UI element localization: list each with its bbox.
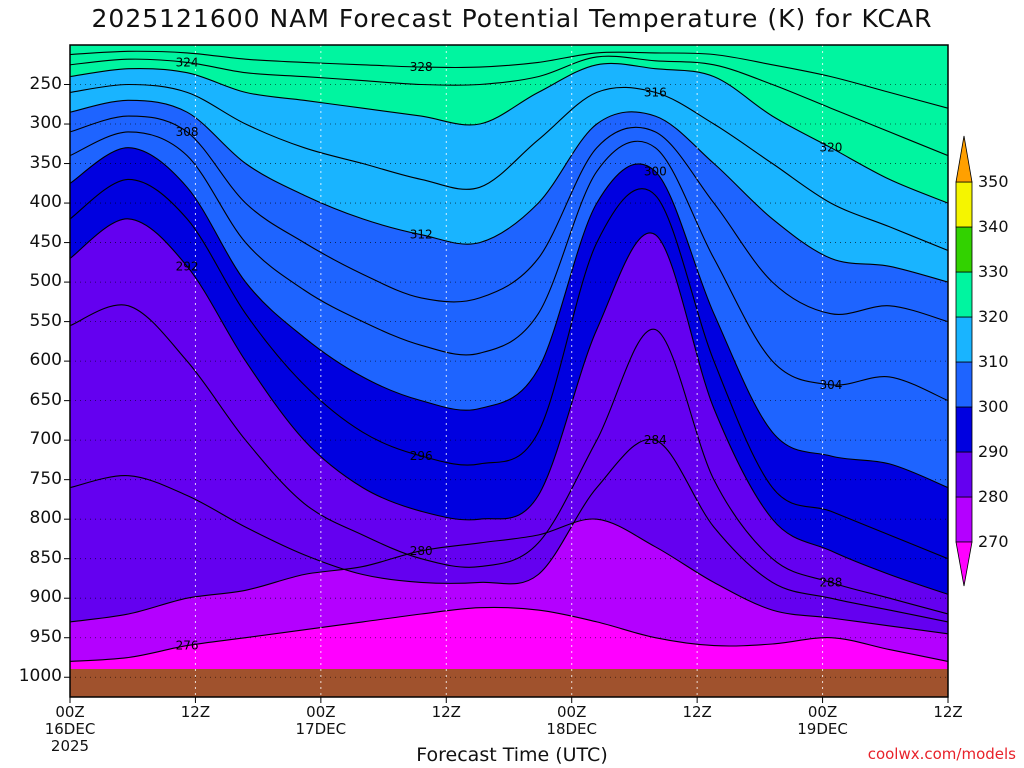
isentrope-276 [70,606,948,662]
isentrope-320 [70,62,948,204]
y-tick-label: 650 [29,389,62,410]
colorbar-segment [955,406,973,453]
x-tick-label: 00Z 18DEC [546,703,597,738]
y-tick-label: 900 [29,587,62,608]
colorbar-segment [955,496,973,543]
x-tick-label: 00Z 17DEC [295,703,347,738]
band-above-328 [70,45,948,109]
ground-surface [70,669,948,697]
axis-ticks [64,84,949,703]
contour-label-316: 316 [644,85,667,99]
y-tick-label: 750 [29,468,62,489]
y-tick-label: 250 [29,73,62,94]
isentrope-316 [70,83,948,252]
contour-labels: 276 280 284 288 292 296 300 304 308 312 316 320 324 3… [176,55,843,652]
contour-label-296: 296 [410,449,433,463]
y-tick-label: 500 [29,271,62,292]
band-above-324 [70,45,948,156]
colorbar-tick-label: 280 [978,487,1009,506]
isentrope-288 [70,304,948,615]
contour-label-292: 292 [176,259,199,273]
contour-label-312: 312 [410,228,433,242]
contour-label-280: 280 [410,544,433,558]
plot-frame [69,44,949,698]
colorbar-tick-label: 310 [978,352,1009,371]
isentrope-300 [70,147,948,489]
y-tick-label: 850 [29,547,62,568]
grid-lines [70,45,948,697]
x-tick-label: 12Z [431,703,461,721]
isentrope-312 [70,99,948,283]
colorbar-segment [955,271,973,318]
contour-label-320: 320 [819,141,842,155]
colorbar [955,135,973,587]
x-tick-label: 00Z 19DEC [797,703,848,738]
contour-label-308: 308 [176,125,199,139]
contour-label-276: 276 [176,639,199,653]
colorbar-tick-label: 340 [978,217,1009,236]
isentrope-284 [70,438,948,623]
isentrope-324 [70,55,948,157]
isentrope-lines [70,50,948,662]
x-tick-label: 12Z [180,703,211,721]
y-tick-label: 300 [29,113,62,134]
colorbar-tick-label: 350 [978,172,1009,191]
x-tick-label: 12Z [933,703,963,721]
band-above-320 [70,45,948,204]
colorbar-tick-label: 320 [978,307,1009,326]
x-tick-label: 12Z [682,703,712,721]
colorbar-tick-label: 270 [978,532,1009,551]
isentrope-304 [70,131,948,402]
colorbar-segment [955,451,973,498]
y-tick-label: 350 [29,152,62,173]
colorbar-tick-label: 290 [978,442,1009,461]
isentrope-296 [70,178,948,560]
colorbar-segment [955,361,973,408]
contour-label-328: 328 [410,60,433,74]
chart-title: 2025121600 NAM Forecast Potential Temper… [91,4,933,33]
contour-label-324: 324 [176,55,199,69]
y-tick-label: 450 [29,231,62,252]
isentrope-308 [70,115,948,323]
y-tick-label: 800 [29,508,62,529]
y-tick-label: 400 [29,192,62,213]
colorbar-segment [955,316,973,363]
x-axis-label: Forecast Time (UTC) [416,744,608,766]
contour-label-300: 300 [644,164,667,178]
isentrope-292 [70,218,948,595]
y-tick-label: 950 [29,626,62,647]
y-tick-label: 600 [29,350,62,371]
y-tick-label: 550 [29,310,62,331]
colorbar-tick-label: 300 [978,397,1009,416]
isentrope-328 [70,50,948,109]
contour-label-288: 288 [819,575,842,589]
colorbar-segment [955,226,973,273]
contour-label-304: 304 [819,378,842,392]
colorbar-high-arrow [955,135,973,183]
colorbar-tick-label: 330 [978,262,1009,281]
source-credit: coolwx.com/models [867,745,1016,763]
y-tick-label: 1000 [18,666,62,687]
contour-label-284: 284 [644,433,667,447]
y-tick-label: 700 [29,429,62,450]
colorbar-segment [955,181,973,228]
x-tick-label: 00Z 16DEC 2025 [44,703,96,755]
colorbar-low-arrow [955,541,973,587]
isentrope-280 [70,518,948,635]
